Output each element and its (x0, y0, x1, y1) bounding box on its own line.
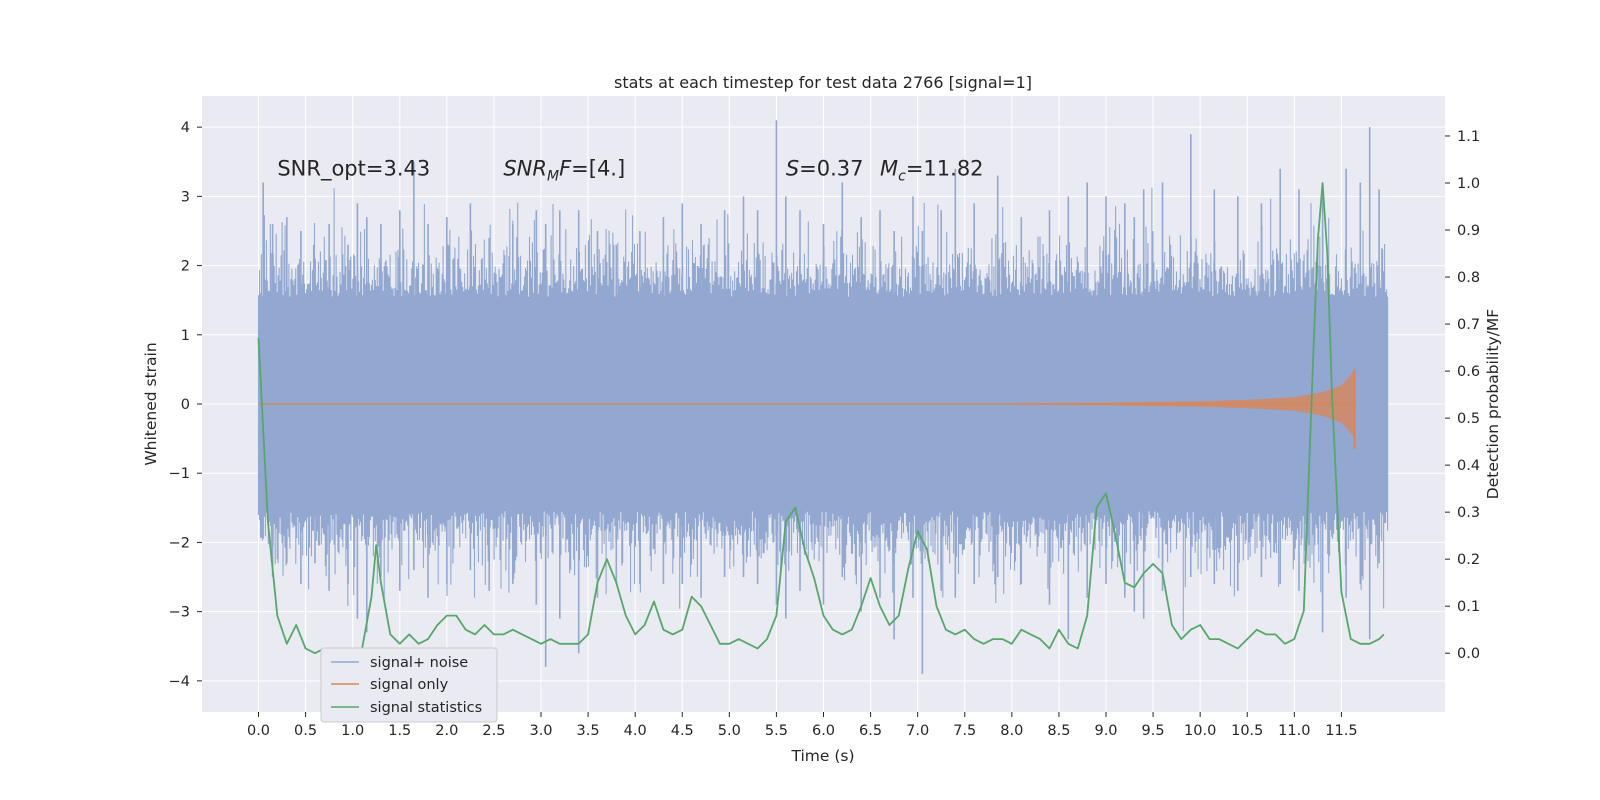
x-tick-label-17: 8.5 (1047, 723, 1070, 739)
x-tick-label-7: 3.5 (577, 723, 600, 739)
y-tick-label-4: 0 (181, 397, 190, 413)
y-tick-label-1: 3 (181, 189, 190, 205)
y2-tick-label-0: 1.1 (1457, 129, 1480, 145)
legend[interactable]: signal+ noise signal only signal statist… (320, 647, 498, 723)
x-tick-label-12: 6.0 (812, 723, 835, 739)
legend-box (320, 647, 498, 723)
x-tick-label-4: 2.0 (435, 723, 458, 739)
y2-tick-label-1: 1.0 (1457, 176, 1480, 192)
x-tick-label-14: 7.0 (906, 723, 929, 739)
x-tick-label-22: 11.0 (1278, 723, 1310, 739)
y2-tick-label-3: 0.8 (1457, 270, 1480, 286)
annotation-snr-opt: SNR_opt=3.43 (277, 157, 430, 182)
x-tick-label-3: 1.5 (388, 723, 411, 739)
signal-only-trace (258, 369, 1356, 449)
y-tick-label-6: −2 (169, 535, 190, 551)
x-tick-label-8: 4.0 (624, 723, 647, 739)
x-tick-label-19: 9.5 (1142, 723, 1165, 739)
strain-bursts (262, 120, 1380, 674)
x-tick-label-9: 4.5 (671, 723, 694, 739)
y2-tick-label-2: 0.9 (1457, 223, 1480, 239)
signal-statistics-line (257, 182, 1385, 655)
y2-tick-label-5: 0.6 (1457, 364, 1480, 380)
x-tick-label-15: 7.5 (953, 723, 976, 739)
y2-tick-label-4: 0.7 (1457, 317, 1480, 333)
x-tick-label-13: 6.5 (859, 723, 882, 739)
x-tick-label-6: 3.0 (529, 723, 552, 739)
chart-title: stats at each timestep for test data 276… (614, 73, 1032, 92)
strain-spikes (257, 187, 1389, 632)
legend-label-signal-only: signal only (370, 677, 449, 693)
y-tick-label-0: 4 (181, 120, 190, 136)
y2-tick-label-9: 0.2 (1457, 552, 1480, 568)
signal-only-envelope (1011, 369, 1355, 439)
x-tick-label-5: 2.5 (482, 723, 505, 739)
x-tick-label-20: 10.0 (1184, 723, 1216, 739)
y-tick-label-3: 1 (181, 328, 190, 344)
annotation-chirp-mass: Mc=11.82 (880, 157, 984, 185)
annotations: SNR_opt=3.43 SNRMF=[4.] S=0.37 Mc=11.82 (277, 157, 983, 185)
x-tick-label-23: 11.5 (1325, 723, 1357, 739)
y2-tick-label-7: 0.4 (1457, 458, 1480, 474)
annotation-snr-s: S=0.37 (786, 157, 864, 181)
y2-tick-label-8: 0.3 (1457, 505, 1480, 521)
x-tick-label-0: 0.0 (247, 723, 270, 739)
y2-tick-label-6: 0.5 (1457, 411, 1480, 427)
y2-tick-label-10: 0.1 (1457, 599, 1480, 615)
legend-label-signal-statistics: signal statistics (370, 700, 482, 716)
y2-tick-label-11: 0.0 (1457, 646, 1480, 662)
x-tick-label-16: 8.0 (1000, 723, 1023, 739)
y-tick-label-8: −4 (169, 674, 190, 690)
y-tick-label-2: 2 (181, 259, 190, 275)
y-tick-label-7: −3 (169, 605, 190, 621)
annotation-snr-mf: SNRMF=[4.] (503, 157, 625, 185)
x-tick-label-10: 5.0 (718, 723, 741, 739)
y-axis-label: Whitened strain (142, 342, 160, 465)
signal-statistics-trace (257, 182, 1385, 655)
y2-axis-label: Detection probability/MF (1484, 309, 1502, 500)
legend-label-signal-noise: signal+ noise (370, 655, 468, 671)
x-axis-label: Time (s) (790, 747, 854, 765)
x-tick-label-2: 1.0 (341, 723, 364, 739)
x-tick-label-1: 0.5 (294, 723, 317, 739)
x-tick-label-11: 5.5 (765, 723, 788, 739)
y-tick-label-5: −1 (169, 466, 190, 482)
x-tick-label-18: 9.0 (1094, 723, 1117, 739)
axis-ticks: 0.0 0.5 1.0 1.5 2.0 2.5 3.0 3.5 4.0 4.5 5.0 5.5 6.0 6… (169, 120, 1480, 739)
x-tick-label-21: 10.5 (1231, 723, 1263, 739)
